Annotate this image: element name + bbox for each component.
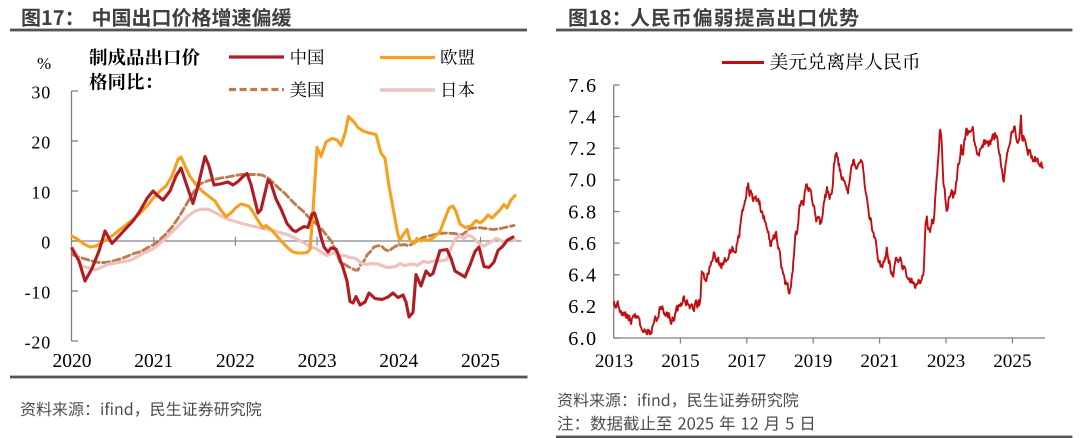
svg-text:2024: 2024 [379, 351, 418, 372]
svg-text:2015: 2015 [661, 351, 699, 372]
svg-text:2021: 2021 [134, 351, 173, 372]
svg-text:2013: 2013 [595, 351, 633, 372]
svg-text:6.0: 6.0 [568, 328, 597, 350]
svg-text:6.6: 6.6 [568, 233, 597, 255]
svg-text:7.6: 7.6 [568, 75, 597, 97]
svg-text:7.0: 7.0 [568, 170, 597, 192]
svg-text:2025: 2025 [993, 351, 1031, 372]
svg-text:10: 10 [31, 182, 51, 202]
svg-text:6.4: 6.4 [568, 265, 597, 287]
svg-text:7.4: 7.4 [568, 106, 597, 128]
svg-text:2023: 2023 [298, 351, 337, 372]
svg-text:20: 20 [31, 132, 51, 152]
svg-text:2023: 2023 [927, 351, 965, 372]
svg-text:-10: -10 [25, 282, 51, 302]
svg-text:%: % [37, 54, 51, 73]
svg-text:7.2: 7.2 [568, 138, 597, 160]
svg-text:2025: 2025 [461, 351, 500, 372]
svg-text:2022: 2022 [216, 351, 255, 372]
svg-text:2019: 2019 [794, 351, 832, 372]
svg-text:2017: 2017 [728, 351, 767, 372]
svg-text:2021: 2021 [860, 351, 898, 372]
svg-text:2020: 2020 [53, 351, 92, 372]
svg-text:6.8: 6.8 [568, 201, 597, 223]
svg-text:-20: -20 [25, 332, 51, 352]
svg-text:0: 0 [41, 232, 51, 252]
svg-text:30: 30 [31, 82, 51, 102]
svg-text:6.2: 6.2 [568, 296, 597, 318]
